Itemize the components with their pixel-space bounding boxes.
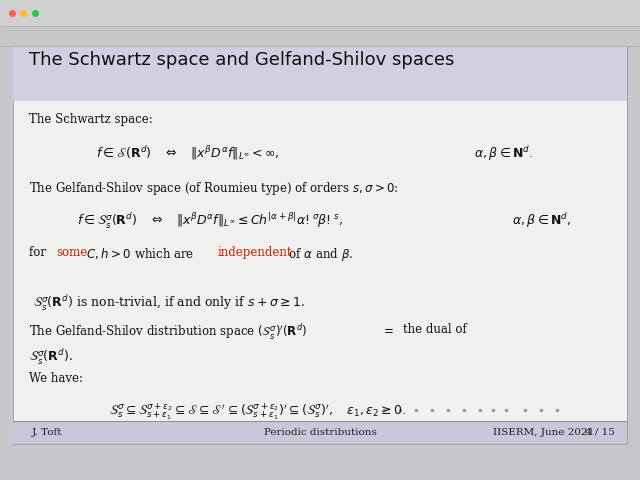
Text: $\alpha, \beta \in \mathbf{N}^d,$: $\alpha, \beta \in \mathbf{N}^d,$ bbox=[512, 211, 572, 230]
Text: IISERM, June 2021: IISERM, June 2021 bbox=[493, 428, 594, 437]
Text: $\mathcal{S}_s^\sigma \subseteq \mathcal{S}_{s+\varepsilon_1}^{\sigma+\varepsilo: $\mathcal{S}_s^\sigma \subseteq \mathcal… bbox=[109, 401, 406, 422]
Text: The Gelfand-Shilov space (of Roumieu type) of orders $s, \sigma > 0$:: The Gelfand-Shilov space (of Roumieu typ… bbox=[29, 180, 398, 197]
Text: for: for bbox=[29, 246, 49, 259]
Text: $\mathcal{S}_s^\sigma(\mathbf{R}^d)$.: $\mathcal{S}_s^\sigma(\mathbf{R}^d)$. bbox=[29, 348, 73, 367]
Text: The Gelfand-Shilov distribution space $(\mathcal{S}_s^\sigma)^\prime(\mathbf{R}^: The Gelfand-Shilov distribution space $(… bbox=[29, 323, 307, 342]
Text: J. Toft: J. Toft bbox=[32, 428, 63, 437]
Text: $f \in \mathscr{S}(\mathbf{R}^d) \quad \Leftrightarrow \quad \|x^\beta D^\alpha : $f \in \mathscr{S}(\mathbf{R}^d) \quad \… bbox=[96, 144, 280, 162]
Text: the dual of: the dual of bbox=[403, 323, 467, 336]
Text: We have:: We have: bbox=[29, 372, 83, 385]
Bar bbox=[13, 46, 627, 444]
Bar bbox=[0, 26, 640, 46]
Bar bbox=[13, 421, 627, 444]
Text: $=$: $=$ bbox=[381, 323, 394, 336]
Text: $C, h > 0$ which are: $C, h > 0$ which are bbox=[83, 246, 195, 261]
Text: $f \in \mathcal{S}_s^\sigma(\mathbf{R}^d) \quad \Leftrightarrow \quad \|x^\beta : $f \in \mathcal{S}_s^\sigma(\mathbf{R}^d… bbox=[77, 211, 343, 230]
Bar bbox=[0, 0, 640, 26]
Text: of $\alpha$ and $\beta$.: of $\alpha$ and $\beta$. bbox=[285, 246, 353, 263]
Text: $\alpha, \beta \in \mathbf{N}^d.$: $\alpha, \beta \in \mathbf{N}^d.$ bbox=[474, 144, 533, 163]
Bar bbox=[13, 46, 627, 101]
Text: some: some bbox=[56, 246, 88, 259]
Text: The Schwartz space:: The Schwartz space: bbox=[29, 113, 152, 126]
Text: 4 / 15: 4 / 15 bbox=[584, 428, 614, 437]
Text: Periodic distributions: Periodic distributions bbox=[264, 428, 376, 437]
Text: The Schwartz space and Gelfand-Shilov spaces: The Schwartz space and Gelfand-Shilov sp… bbox=[29, 51, 454, 70]
Text: independent: independent bbox=[218, 246, 292, 259]
Text: $\mathcal{S}_s^\sigma(\mathbf{R}^d)$ is non-trivial, if and only if $s + \sigma : $\mathcal{S}_s^\sigma(\mathbf{R}^d)$ is … bbox=[33, 294, 305, 313]
